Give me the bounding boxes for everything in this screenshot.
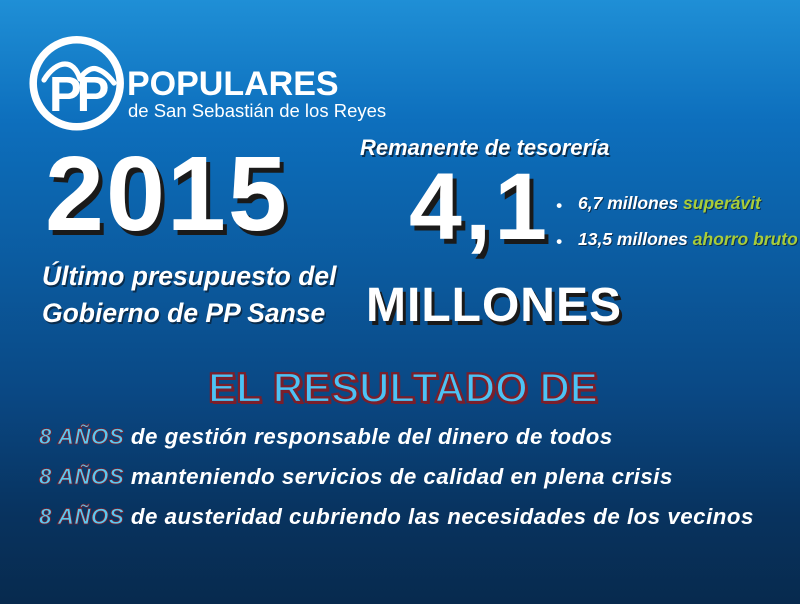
svg-text:PP: PP [49, 68, 109, 122]
